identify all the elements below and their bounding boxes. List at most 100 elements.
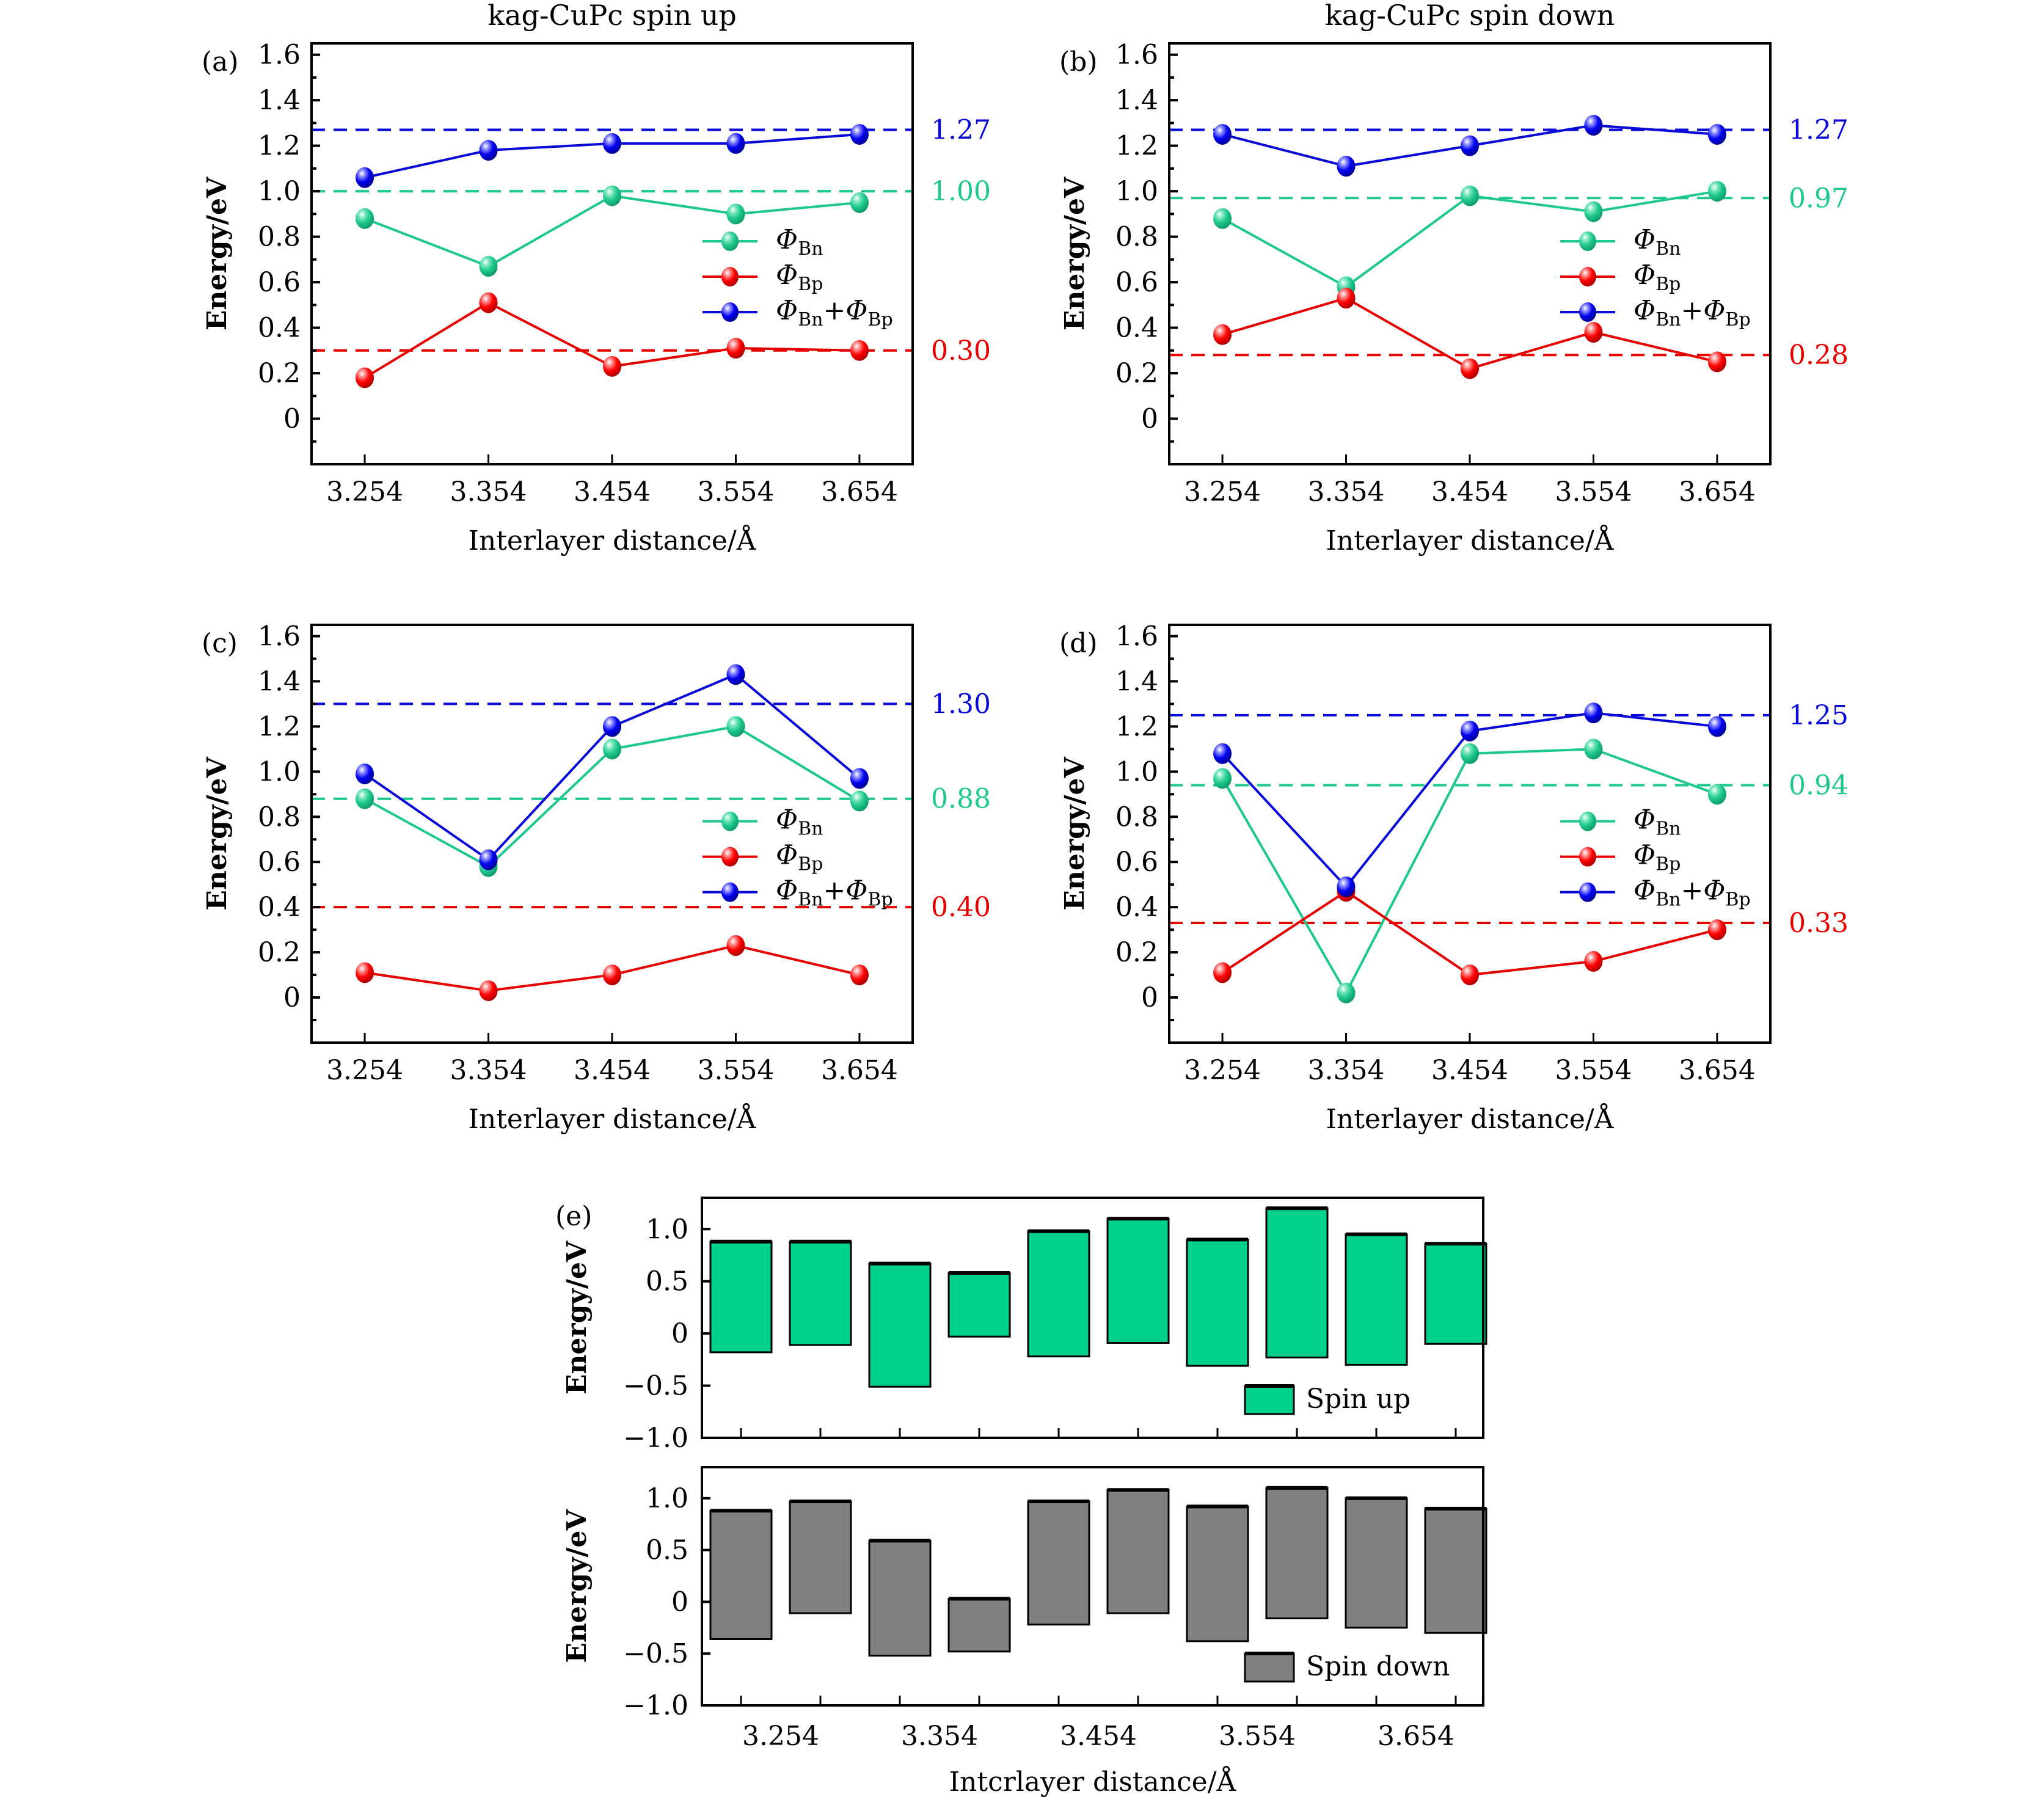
data-point-sum — [603, 716, 621, 737]
legend-subscript: Bn — [798, 818, 823, 840]
legend-plus: + — [823, 875, 845, 906]
legend-phi: Φ — [1703, 875, 1725, 906]
legend-subscript: Bn — [1655, 238, 1681, 260]
legend-phi: Φ — [845, 875, 867, 906]
x-tick-label: 3.554 — [697, 476, 774, 508]
bar — [1027, 1230, 1090, 1358]
legend-marker-bp — [721, 847, 739, 867]
reference-label-bn: 0.94 — [1789, 770, 1849, 801]
reference-label-bp: 0.33 — [1789, 908, 1849, 939]
y-tick-label: 1.6 — [1115, 621, 1158, 652]
data-point-sum — [1707, 123, 1726, 145]
y-tick-label: 0.5 — [646, 1535, 688, 1566]
y-tick-label: 1.0 — [258, 176, 301, 207]
reference-label-bn: 0.88 — [931, 784, 991, 815]
subplot-spin_down_bar: −1.0 −0.5 0 0.5 1.0 Energy/eV Spin down — [561, 1466, 1487, 1721]
data-point-bp — [356, 962, 374, 983]
legend-label: ΦBn — [1633, 804, 1681, 840]
legend-phi: Φ — [1633, 295, 1655, 326]
x-tick-label: 3.454 — [1431, 476, 1508, 508]
x-tick-label: 3.454 — [1431, 1055, 1508, 1086]
data-point-bn — [1584, 738, 1603, 760]
bar — [1424, 1242, 1487, 1345]
data-point-bn — [1213, 768, 1232, 789]
y-tick-label: 0.2 — [258, 937, 301, 968]
data-point-bn — [1584, 201, 1603, 222]
panel-label: (a) — [202, 46, 239, 78]
data-point-sum — [1584, 115, 1603, 136]
reference-label-sum: 1.25 — [1789, 700, 1849, 731]
legend-marker-bn — [721, 231, 739, 252]
data-point-bp — [603, 964, 621, 986]
y-tick-label: 0 — [283, 404, 301, 435]
y-axis-title: Energy/eV — [202, 177, 233, 330]
x-tick-label: 3.254 — [742, 1721, 819, 1752]
data-point-bp — [1461, 358, 1479, 379]
bar — [789, 1241, 852, 1346]
x-tick-label: 3.354 — [1308, 1055, 1385, 1086]
x-axis-title: Interlayer distance/Å — [1326, 524, 1614, 556]
data-point-bn — [356, 788, 374, 809]
reference-label-sum: 1.30 — [931, 688, 991, 720]
legend-phi: Φ — [776, 804, 798, 836]
y-tick-label: 0.6 — [258, 847, 301, 878]
y-tick-label: 0.8 — [258, 801, 301, 833]
y-tick-label: 1.4 — [258, 85, 301, 116]
legend-phi: Φ — [776, 875, 798, 906]
axes-frame — [701, 1197, 1484, 1439]
x-tick-label: 3.554 — [697, 1055, 774, 1086]
y-tick-label: 0 — [283, 982, 301, 1013]
y-tick-label: 0 — [1141, 404, 1158, 435]
data-point-bp — [850, 964, 869, 986]
x-tick-label: 3.254 — [1184, 476, 1261, 508]
x-axis-title: Intcrlayer distance/Å — [949, 1765, 1237, 1797]
x-tick-label: 3.254 — [1184, 1055, 1261, 1086]
data-point-bp — [1584, 321, 1603, 343]
legend-subscript: Bp — [1725, 889, 1750, 911]
data-point-bn — [1707, 181, 1726, 202]
bar — [1186, 1238, 1249, 1367]
data-point-bp — [850, 340, 869, 361]
y-tick-label: 0 — [671, 1586, 688, 1617]
bar — [868, 1539, 932, 1657]
legend-phi: Φ — [1633, 875, 1655, 906]
panel-d: (d) 1.25 0.94 0.33 0 0.2 0.4 0.6 0.8 1.0 1.2 1.4 1.6… — [1059, 621, 1849, 1135]
y-tick-label: 0.8 — [1115, 222, 1158, 253]
y-axis-title: Energy/eV — [1059, 757, 1090, 911]
legend-plus: + — [1681, 875, 1703, 906]
x-tick-label: 3.554 — [1555, 476, 1632, 508]
data-point-bn — [726, 203, 745, 225]
legend-phi: Φ — [776, 840, 798, 871]
data-point-sum — [356, 764, 374, 785]
legend-marker-bn — [721, 811, 739, 831]
legend-subscript: Bn — [798, 238, 823, 260]
legend-subscript: Bp — [798, 854, 823, 875]
y-tick-label: 0.2 — [258, 358, 301, 389]
x-tick-label: 3.454 — [574, 476, 651, 508]
legend-marker-sum — [1579, 302, 1596, 323]
bar — [1106, 1217, 1170, 1344]
data-point-sum — [1461, 135, 1479, 156]
data-point-sum — [1213, 123, 1232, 145]
data-point-bn — [1461, 185, 1479, 206]
axes-frame — [701, 1466, 1484, 1707]
data-point-bn — [479, 255, 498, 277]
data-point-sum — [1337, 156, 1356, 177]
x-tick-label: 3.654 — [1679, 1055, 1756, 1086]
y-tick-label: 0.2 — [1115, 358, 1158, 389]
legend-phi: Φ — [1633, 840, 1655, 871]
reference-label-bp: 0.30 — [931, 335, 991, 366]
data-point-bn — [1337, 982, 1356, 1004]
data-point-bp — [356, 367, 374, 388]
x-tick-label: 3.654 — [821, 476, 898, 508]
data-point-bn — [356, 208, 374, 229]
y-tick-label: 1.6 — [258, 621, 301, 652]
y-axis-title: Energy/eV — [1059, 177, 1090, 330]
y-tick-label: 0.4 — [258, 313, 301, 344]
data-point-bp — [726, 935, 745, 957]
y-tick-label: 0.6 — [258, 267, 301, 298]
y-tick-label: 0.5 — [646, 1266, 688, 1297]
data-point-sum — [479, 140, 498, 161]
bar — [1345, 1233, 1408, 1366]
